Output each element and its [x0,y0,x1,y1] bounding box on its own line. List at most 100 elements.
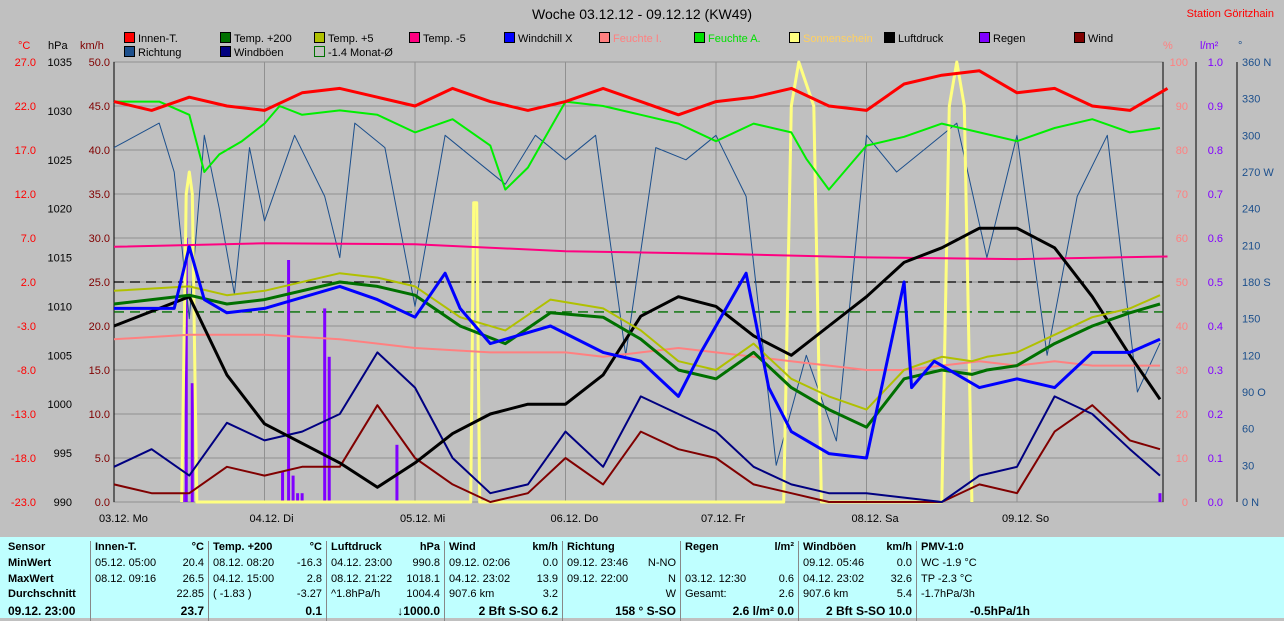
unit-hpa: hPa [48,40,68,52]
legend-label: Temp. +200 [234,33,292,45]
tick-label-direction_deg: 60 [1242,424,1254,436]
legend-item: Wind [1074,32,1113,45]
legend-swatch [504,32,515,43]
legend-label: Temp. -5 [423,33,466,45]
legend-label: Innen-T. [138,33,178,45]
stats-col-unit: °C [191,541,204,553]
rain-bar [190,383,194,502]
tick-label-humidity_pct: 100 [1170,57,1188,69]
x-tick-label: 09.12. So [1002,513,1049,525]
legend-label: Windchill X [518,33,573,45]
legend-swatch [314,46,325,57]
legend-label: Richtung [138,47,182,59]
stats-row-label: ( -1.83 ) [213,588,252,600]
stats-row-value: 20.4 [182,557,204,569]
legend-item: Regen [979,32,1025,45]
stats-now-value: 2 Bft S-SO 6.2 [478,603,558,618]
legend-swatch [409,32,420,43]
tick-label-direction_deg: 180 S [1242,277,1271,289]
tick-label-temp_c: 17.0 [15,145,36,157]
stats-now-value: -0.5hPa/1h [969,603,1030,618]
series-line-innen-t- [113,69,1169,117]
stats-row-label: 08.12. 08:20 [213,557,275,569]
tick-label-rain_lm2: 0.6 [1208,233,1223,245]
tick-label-temp_c: -3.0 [17,321,36,333]
stats-col-head: PMV-1:0 [921,541,1034,557]
tick-label-temp_c: -8.0 [17,365,36,377]
stats-row-value: 32.6 [890,572,912,585]
series-line-temp-200 [113,280,1161,429]
x-tick-label: 03.12. Mo [99,513,148,525]
tick-label-wind_kmh: 40.0 [89,145,110,157]
rain-bar [296,493,300,502]
legend-item: Sonnenschein [789,32,873,45]
tick-label-wind_kmh: 10.0 [89,409,110,421]
stats-row-value: 1018.1 [406,572,440,585]
tick-label-direction_deg: 210 [1242,240,1260,252]
stats-row-label: 09.12. 05:46 [803,557,865,569]
tick-label-humidity_pct: 60 [1176,233,1188,245]
stats-row-value: 2.8 [306,572,322,585]
stats-now-value: ↓1000.0 [397,603,440,618]
tick-label-pressure_hpa: 1015 [48,253,72,265]
station-name: Station Göritzhain [1186,8,1274,20]
legend-item: Feuchte A. [694,32,761,45]
stats-col: Regen l/m² 03.12. 12:30 0.6 Gesamt: 2.6 2.6 l/… [680,541,798,621]
chart-title: Woche 03.12.12 - 09.12.12 (KW49) [532,6,752,22]
stats-row-value: 13.9 [536,572,558,585]
tick-label-pressure_hpa: 1020 [48,204,72,216]
stats-row-label: 907.6 km [449,588,495,600]
stats-row-value: 2.6 [778,588,794,600]
legend-swatch [979,32,990,43]
x-tick-label: 05.12. Mi [400,513,445,525]
legend-swatch [314,32,325,43]
tick-label-rain_lm2: 1.0 [1208,57,1223,69]
rain-bar [184,238,188,502]
tick-label-humidity_pct: 40 [1176,321,1188,333]
stats-row: 09.12. 02:06 0.0 [449,557,562,573]
rain-bar [1158,493,1162,502]
stats-row-value: 0.6 [778,572,794,585]
legend-swatch [789,32,800,43]
legend-item: Innen-T. [124,32,178,45]
stats-label-min: MinWert [8,557,52,569]
stats-row: 04.12. 23:02 13.9 [449,573,562,589]
stats-row-value: 3.2 [542,588,558,600]
stats-row: 04.12. 15:00 2.8 [213,573,326,589]
legend-label: Feuchte I. [613,33,662,45]
tick-label-direction_deg: 240 [1242,204,1260,216]
rain-bar [291,475,295,502]
stats-col: Windböen km/h 09.12. 05:46 0.0 04.12. 23:02 3… [798,541,916,621]
series-line-feuchte-a- [114,100,1161,191]
rain-bar [327,356,331,502]
stats-label-max: MaxWert [8,572,54,585]
stats-row-value: -16.3 [296,557,322,569]
stats-row-label: Gesamt: [685,588,727,600]
rain-bar [287,260,291,502]
stats-row-value: 1004.4 [406,588,440,600]
stats-col: Temp. +200 °C 08.12. 08:20 -16.3 04.12. 15:0… [208,541,326,621]
legend-label: Windböen [234,47,284,59]
stats-col-title: Regen [685,541,719,553]
tick-label-pressure_hpa: 1025 [48,155,72,167]
x-tick-label: 04.12. Di [250,513,294,525]
legend-label: Regen [993,33,1026,45]
tick-label-wind_kmh: 20.0 [89,321,110,333]
stats-row: 09.12. 05:46 0.0 [803,557,916,573]
tick-label-pressure_hpa: 1000 [48,399,72,411]
stats-row: W [567,588,680,604]
tick-label-pressure_hpa: 1030 [48,106,72,118]
stats-labels-col: Sensor MinWert MaxWert Durchschnitt 09.1… [4,541,90,621]
stats-col: Richtung 09.12. 23:46 N-NO 09.12. 22:00 N W 15… [562,541,680,621]
tick-label-temp_c: -18.0 [11,453,36,465]
legend-label: -1.4 Monat-Ø [328,47,393,59]
tick-label-wind_kmh: 35.0 [89,189,110,201]
stats-row-value: N [668,572,676,585]
stats-row-value: 26.5 [182,572,204,585]
tick-label-humidity_pct: 50 [1176,277,1188,289]
tick-label-rain_lm2: 0.0 [1208,497,1223,509]
legend-label: Sonnenschein [803,33,873,45]
stats-row: 08.12. 08:20 -16.3 [213,557,326,573]
legend-item: Windböen [220,46,284,59]
tick-label-humidity_pct: 70 [1176,189,1188,201]
